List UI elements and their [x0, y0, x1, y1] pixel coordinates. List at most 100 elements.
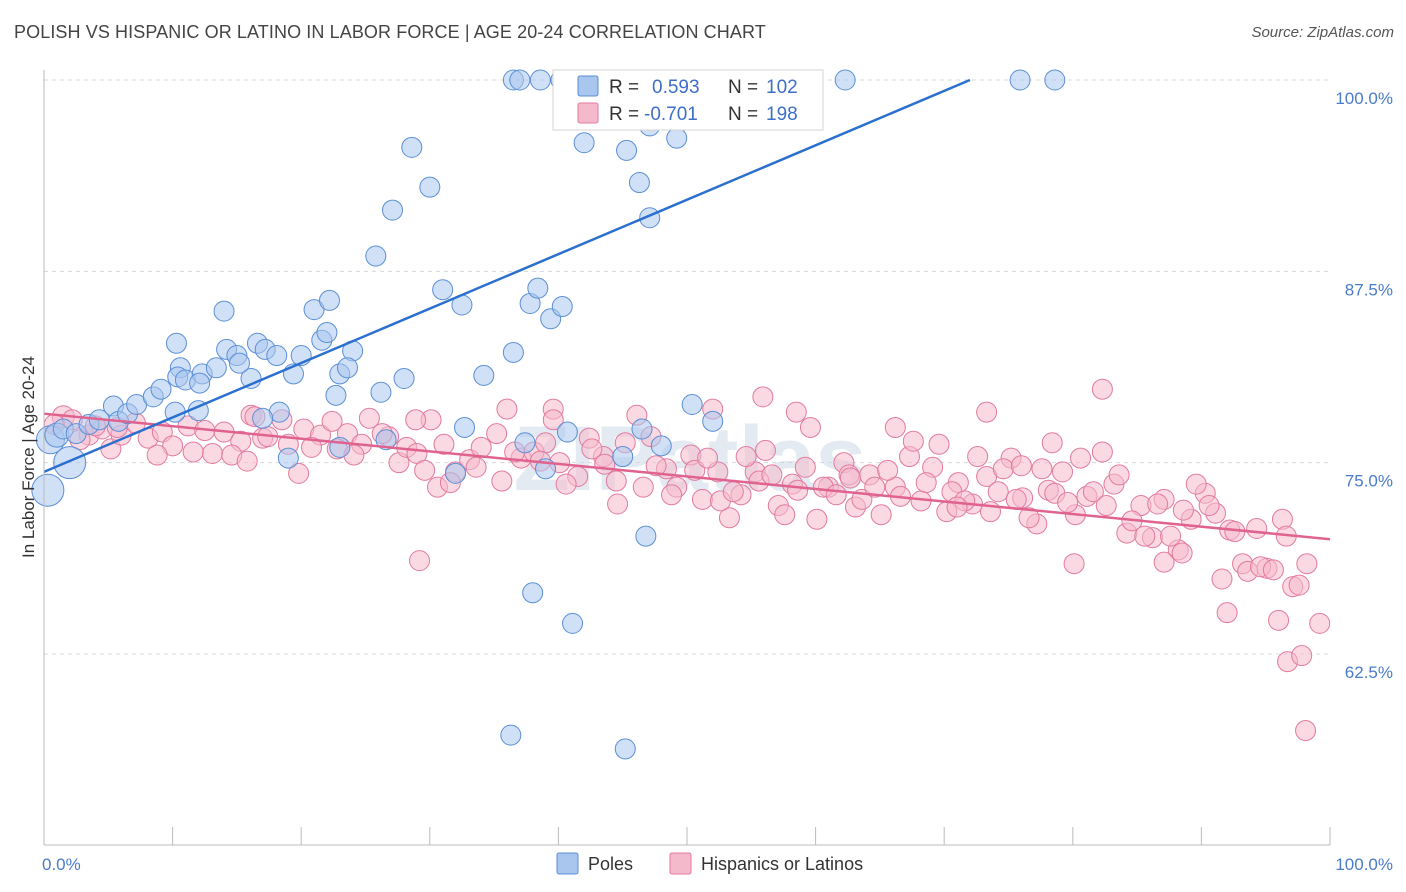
hispanics-point [288, 462, 310, 484]
hispanics-point [162, 435, 184, 457]
bottom-legend-swatch-poles [556, 852, 579, 875]
poles-point [365, 245, 387, 267]
source-label: Source: ZipAtlas.com [1251, 24, 1394, 41]
poles-point [277, 447, 299, 469]
hispanics-point [236, 450, 258, 472]
hispanics-point [146, 444, 168, 466]
series-poles-points [31, 69, 1066, 760]
legend-swatch-poles [577, 75, 599, 97]
legend-r-value-poles: 0.593 [652, 77, 700, 98]
hispanics-point [1091, 441, 1113, 463]
hispanics-point [1052, 461, 1074, 483]
poles-point [336, 357, 358, 379]
poles-point [631, 418, 653, 440]
hispanics-point [1291, 645, 1313, 667]
hispanics-point [405, 409, 427, 431]
legend-n-label-hispanics: N = [728, 104, 758, 125]
legend-n-value-poles: 102 [766, 77, 798, 98]
poles-point [834, 69, 856, 91]
trend-line-poles [43, 78, 971, 474]
poles-point [529, 69, 551, 91]
hispanics-point [465, 456, 487, 478]
poles-point [240, 367, 262, 389]
hispanics-point [785, 401, 807, 423]
y-tick-labels: 62.5% 75.0% 87.5% 100.0% [1335, 89, 1393, 682]
poles-point [382, 199, 404, 221]
poles-point [205, 357, 227, 379]
hispanics-point [486, 423, 508, 445]
hispanics-point [1091, 378, 1113, 400]
legend-n-label-poles: N = [728, 77, 758, 98]
poles-point [401, 136, 423, 158]
hispanics-point [864, 476, 886, 498]
hispanics-point [1246, 517, 1268, 539]
hispanics-point [470, 436, 492, 458]
hispanics-point [684, 459, 706, 481]
hispanics-point [1134, 525, 1156, 547]
y-axis-label: In Labor Force | Age 20-24 [19, 356, 38, 558]
poles-point [213, 300, 235, 322]
poles-point [509, 69, 531, 91]
legend-n-value-hispanics: 198 [766, 104, 798, 125]
bottom-legend: Poles Hispanics or Latinos [556, 852, 863, 875]
bottom-legend-label-hispanics: Hispanics or Latinos [701, 854, 863, 874]
hispanics-point [1171, 542, 1193, 564]
hispanics-point [992, 458, 1014, 480]
hispanics-point [902, 430, 924, 452]
hispanics-point [409, 550, 431, 572]
hispanics-point [722, 481, 744, 503]
poles-point [616, 139, 638, 161]
hispanics-point [754, 439, 776, 461]
bottom-legend-label-poles: Poles [588, 854, 633, 874]
poles-point [702, 410, 724, 432]
hispanics-point [928, 433, 950, 455]
hispanics-point [806, 508, 828, 530]
hispanics-point [1070, 447, 1092, 469]
hispanics-point [1296, 553, 1318, 575]
hispanics-point [607, 493, 629, 515]
hispanics-point [987, 481, 1009, 503]
hispanics-point [1095, 495, 1117, 517]
hispanics-point [1057, 491, 1079, 513]
poles-point [612, 446, 634, 468]
hispanics-point [1041, 432, 1063, 454]
hispanics-point [581, 438, 603, 460]
poles-point [614, 738, 636, 760]
hispanics-point [1288, 574, 1310, 596]
bottom-legend-swatch-hispanics [669, 852, 692, 875]
poles-point [329, 436, 351, 458]
hispanics-point [1018, 507, 1040, 529]
hispanics-point [1198, 495, 1220, 517]
poles-point [650, 435, 672, 457]
poles-point [522, 582, 544, 604]
trend-line-hispanics [43, 412, 1331, 541]
poles-point [316, 322, 338, 344]
hispanics-point [1082, 481, 1104, 503]
hispanics-point [870, 504, 892, 526]
poles-point [635, 525, 657, 547]
x-tick-label-min: 0.0% [42, 855, 81, 874]
hispanics-point [433, 433, 455, 455]
hispanics-point [496, 398, 518, 420]
hispanics-point [1108, 464, 1130, 486]
hispanics-point [1160, 525, 1182, 547]
poles-point [189, 372, 211, 394]
hispanics-point [645, 455, 667, 477]
hispanics-point [201, 442, 223, 464]
hispanics-point [787, 479, 809, 501]
hispanics-point [825, 484, 847, 506]
hispanics-point [1010, 455, 1032, 477]
poles-point [266, 345, 288, 367]
hispanics-point [718, 507, 740, 529]
hispanics-point [542, 409, 564, 431]
y-tick-label: 100.0% [1335, 89, 1393, 108]
hispanics-point [1268, 609, 1290, 631]
hispanics-point [1211, 568, 1233, 590]
axes [43, 70, 1331, 846]
legend-r-label-poles: R = [609, 77, 639, 98]
hispanics-point [1172, 499, 1194, 521]
poles-point [445, 462, 467, 484]
poles-point [318, 289, 340, 311]
poles-point [473, 364, 495, 386]
hispanics-point [967, 446, 989, 468]
